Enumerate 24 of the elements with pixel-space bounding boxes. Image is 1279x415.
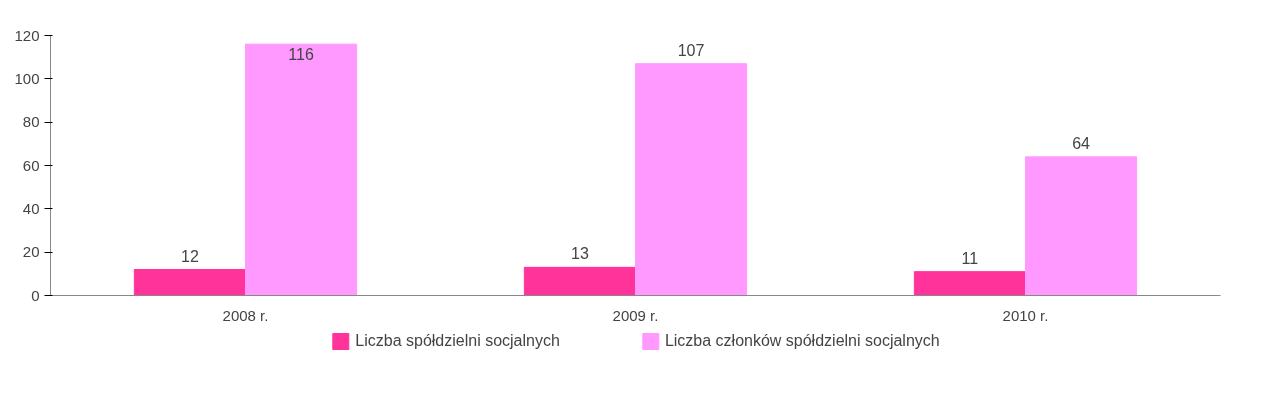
data-label: 11 — [961, 249, 979, 267]
data-label: 13 — [571, 245, 589, 263]
y-tick-label: 20 — [22, 243, 40, 261]
x-tick-label: 2008 r. — [222, 306, 269, 324]
x-tick-label: 2010 r. — [1002, 306, 1049, 324]
y-tick-label: 60 — [22, 156, 40, 174]
y-tick-label: 120 — [14, 26, 40, 44]
data-label: 116 — [288, 46, 314, 64]
bar — [133, 269, 246, 296]
data-label: 12 — [181, 247, 199, 265]
bar — [523, 266, 636, 296]
y-tick-label: 80 — [22, 113, 40, 131]
data-label: 64 — [1072, 134, 1091, 152]
legend-label: Liczba spółdzielni socjalnych — [355, 332, 560, 350]
data-label: 107 — [677, 41, 705, 59]
x-tick-label: 2009 r. — [612, 306, 659, 324]
y-tick-label: 40 — [22, 199, 40, 217]
bar — [245, 43, 358, 296]
y-tick-label: 100 — [14, 69, 40, 87]
y-tick-label: 0 — [31, 286, 40, 304]
bar — [1025, 156, 1138, 296]
bar — [635, 63, 748, 296]
bar — [913, 271, 1026, 296]
legend-label: Liczba członków spółdzielni socjalnych — [664, 332, 940, 350]
